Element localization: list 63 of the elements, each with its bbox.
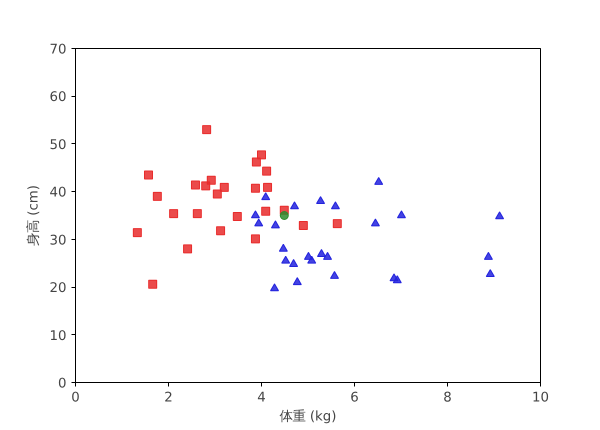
point — [374, 176, 384, 185]
point — [152, 192, 162, 201]
point — [392, 275, 402, 284]
point — [316, 196, 326, 204]
point — [278, 244, 288, 252]
point — [254, 218, 264, 226]
point — [270, 220, 280, 228]
point — [252, 158, 261, 167]
y-tick-label: 40 — [50, 186, 67, 201]
point — [257, 150, 266, 160]
point — [290, 201, 300, 210]
point — [190, 180, 200, 190]
point — [192, 209, 202, 218]
point — [144, 170, 154, 180]
point — [484, 252, 493, 260]
x-tick-label: 0 — [71, 390, 80, 406]
y-tick-label: 0 — [58, 376, 67, 392]
point — [330, 201, 340, 210]
point — [232, 212, 242, 221]
x-tick-label: 6 — [350, 390, 359, 406]
x-tick-label: 4 — [257, 390, 266, 406]
point — [250, 234, 260, 244]
y-tick-label: 60 — [50, 90, 67, 106]
point — [270, 283, 280, 292]
point — [281, 256, 290, 264]
point — [148, 280, 158, 289]
point — [289, 259, 298, 267]
point — [323, 252, 332, 260]
point — [330, 270, 340, 279]
point — [261, 206, 270, 216]
point — [169, 209, 178, 218]
y-tick-label: 70 — [50, 42, 67, 58]
point — [396, 210, 406, 218]
point — [183, 244, 192, 254]
point — [262, 166, 272, 176]
point — [220, 182, 229, 192]
point — [216, 226, 226, 236]
point — [292, 277, 302, 286]
point — [202, 125, 212, 134]
point — [250, 184, 260, 193]
y-tick-label: 20 — [50, 281, 67, 296]
point — [495, 211, 504, 220]
y-tick-label: 30 — [50, 233, 67, 248]
point — [250, 210, 260, 218]
point — [280, 211, 289, 220]
point — [261, 192, 270, 200]
point — [316, 249, 326, 257]
point — [332, 219, 342, 228]
point — [307, 256, 316, 264]
x-tick-label: 10 — [532, 390, 549, 406]
point — [370, 218, 380, 226]
x-tick-label: 2 — [164, 390, 173, 406]
point — [212, 190, 222, 199]
point — [298, 221, 308, 230]
y-tick-label: 50 — [50, 138, 67, 153]
point — [206, 176, 216, 185]
x-axis-title: 体重 (kg) — [280, 410, 336, 424]
point — [132, 228, 142, 238]
x-tick-label: 8 — [443, 390, 452, 406]
y-tick-label: 10 — [50, 328, 67, 344]
y-axis-title: 身高 (cm) — [26, 185, 42, 246]
point — [263, 182, 272, 192]
point — [486, 269, 495, 277]
